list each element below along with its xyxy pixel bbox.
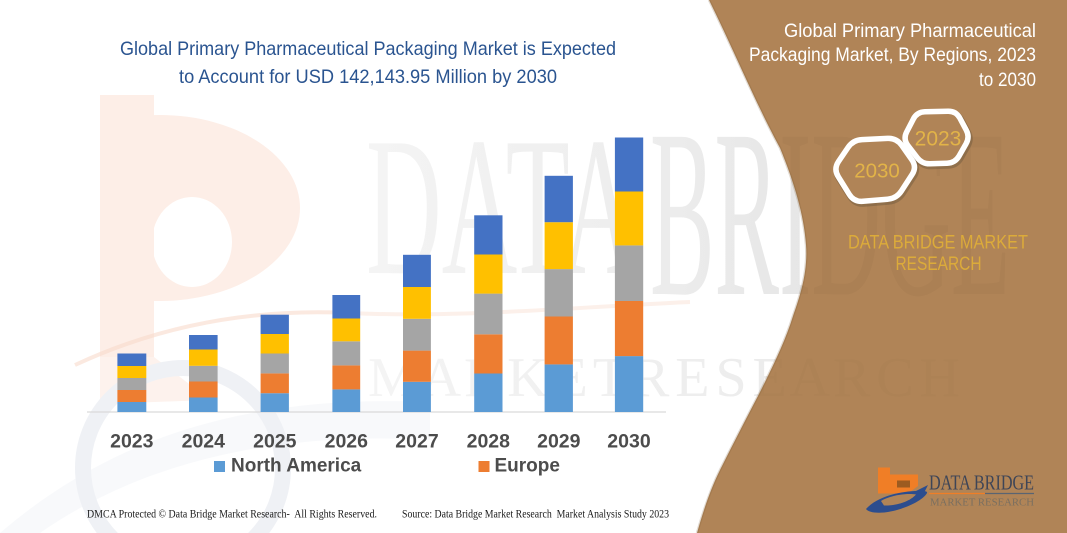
svg-text:Packaging Market, By Regions,: Packaging Market, By Regions, 2023 — [749, 45, 1036, 66]
svg-text:DATA BRIDGE: DATA BRIDGE — [929, 471, 1034, 495]
svg-text:Global Primary Pharmaceutical: Global Primary Pharmaceutical — [784, 21, 1036, 42]
svg-text:2023: 2023 — [110, 431, 154, 453]
svg-text:2026: 2026 — [325, 431, 369, 453]
svg-text:North America: North America — [231, 456, 362, 477]
svg-text:2030: 2030 — [607, 431, 651, 453]
svg-text:MARKET RESEARCH: MARKET RESEARCH — [930, 498, 1034, 509]
svg-text:to Account for USD 142,143.95: to Account for USD 142,143.95 Million by… — [179, 66, 557, 88]
svg-text:DMCA Protected © Data Bridge M: DMCA Protected © Data Bridge Market Rese… — [87, 509, 377, 521]
svg-text:2025: 2025 — [253, 431, 297, 453]
svg-text:Global Primary Pharmaceutical: Global Primary Pharmaceutical Packaging … — [120, 38, 616, 60]
svg-text:2028: 2028 — [467, 431, 511, 453]
svg-text:DATA BRIDGE MARKET: DATA BRIDGE MARKET — [848, 233, 1028, 254]
svg-text:Europe: Europe — [495, 456, 560, 477]
svg-text:RESEARCH: RESEARCH — [896, 254, 982, 275]
svg-text:2023: 2023 — [915, 128, 962, 151]
svg-text:2024: 2024 — [182, 431, 226, 453]
svg-text:to 2030: to 2030 — [979, 70, 1036, 91]
svg-text:Source: Data Bridge Market Res: Source: Data Bridge Market Research Mark… — [402, 509, 669, 521]
svg-text:2027: 2027 — [395, 431, 438, 453]
svg-text:2029: 2029 — [537, 431, 581, 453]
svg-text:2030: 2030 — [854, 160, 900, 183]
